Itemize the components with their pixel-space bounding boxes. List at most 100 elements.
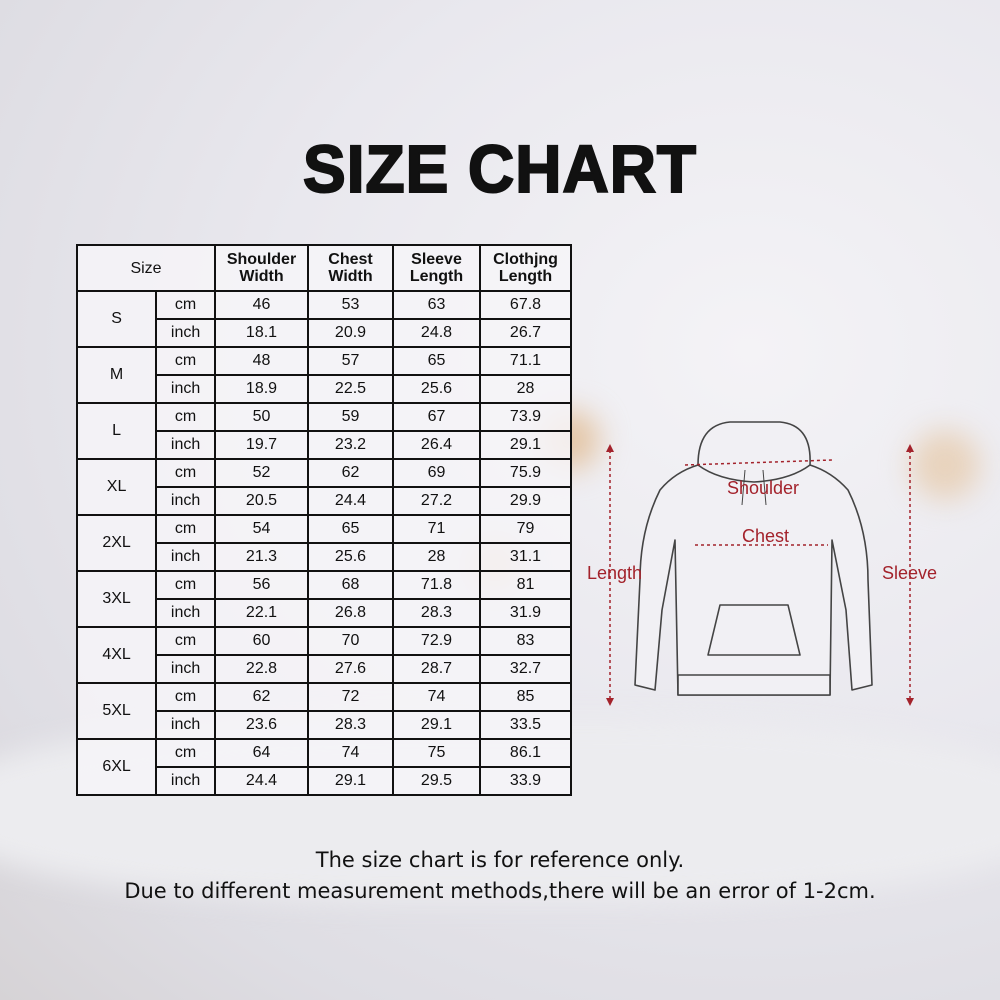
table-row: inch 18.1 20.9 24.8 26.7: [77, 318, 572, 348]
header-line: Width: [239, 268, 284, 285]
header-line: Width: [328, 268, 373, 285]
value-cell: 25.6: [392, 374, 481, 404]
value-cell: 24.8: [392, 318, 481, 348]
unit-cell: cm: [155, 626, 216, 656]
header-clothing-length: Clothjng Length: [479, 244, 572, 292]
value-cell: 19.7: [214, 430, 309, 460]
arrow-icon: [606, 698, 614, 706]
value-cell: 20.9: [307, 318, 394, 348]
value-cell: 27.2: [392, 486, 481, 516]
hoodie-pocket: [707, 604, 801, 656]
value-cell: 53: [307, 290, 394, 320]
unit-cell: cm: [155, 346, 216, 376]
value-cell: 28: [392, 542, 481, 572]
header-line: Length: [498, 268, 553, 285]
value-cell: 73.9: [479, 402, 572, 432]
header-line: Clothjng: [493, 251, 558, 268]
header-line: Shoulder: [226, 251, 297, 268]
value-cell: 75: [392, 738, 481, 768]
table-row: inch 22.1 26.8 28.3 31.9: [77, 598, 572, 628]
value-cell: 26.7: [479, 318, 572, 348]
table-row: inch 18.9 22.5 25.6 28: [77, 374, 572, 404]
unit-cell: inch: [155, 430, 216, 460]
arrow-icon: [606, 444, 614, 452]
unit-cell: inch: [155, 766, 216, 796]
header-shoulder-width: Shoulder Width: [214, 244, 309, 292]
header-chest-width: Chest Width: [307, 244, 394, 292]
value-cell: 71.1: [479, 346, 572, 376]
hoodie-body: [634, 464, 873, 696]
value-cell: 27.6: [307, 654, 394, 684]
hoodie-diagram: [606, 421, 914, 706]
size-cell: S: [75, 290, 158, 348]
table-row: inch 22.8 27.6 28.7 32.7: [77, 654, 572, 684]
value-cell: 28: [479, 374, 572, 404]
value-cell: 59: [307, 402, 394, 432]
hoodie-hood: [697, 421, 811, 483]
header-line: Sleeve: [411, 251, 462, 268]
value-cell: 56: [214, 570, 309, 600]
unit-cell: cm: [155, 458, 216, 488]
unit-cell: cm: [155, 402, 216, 432]
value-cell: 71.8: [392, 570, 481, 600]
table-row: 3XL cm 56 68 71.8 81: [75, 570, 572, 628]
value-cell: 20.5: [214, 486, 309, 516]
value-cell: 50: [214, 402, 309, 432]
reference-note: The size chart is for reference only.: [315, 848, 685, 872]
value-cell: 67: [392, 402, 481, 432]
size-cell: 6XL: [75, 738, 158, 796]
arrow-icon: [906, 444, 914, 452]
unit-cell: cm: [155, 290, 216, 320]
value-cell: 74: [392, 682, 481, 712]
value-cell: 57: [307, 346, 394, 376]
value-cell: 65: [307, 514, 394, 544]
value-cell: 26.4: [392, 430, 481, 460]
table-row: inch 24.4 29.1 29.5 33.9: [77, 766, 572, 796]
value-cell: 69: [392, 458, 481, 488]
error-note: Due to different measurement methods,the…: [124, 879, 876, 903]
header-size: Size: [76, 244, 216, 292]
table-row: XL cm 52 62 69 75.9: [75, 458, 572, 516]
drawstring: [741, 469, 746, 506]
value-cell: 25.6: [307, 542, 394, 572]
table-header-row: Size Shoulder Width Chest Width Sleeve Leng…: [76, 244, 572, 292]
unit-cell: inch: [155, 318, 216, 348]
table-row: 2XL cm 54 65 71 79: [75, 514, 572, 572]
size-cell: XL: [75, 458, 158, 516]
unit-cell: inch: [155, 486, 216, 516]
value-cell: 24.4: [214, 766, 309, 796]
table-row: 4XL cm 60 70 72.9 83: [75, 626, 572, 684]
value-cell: 70: [307, 626, 394, 656]
value-cell: 22.5: [307, 374, 394, 404]
value-cell: 29.1: [307, 766, 394, 796]
value-cell: 29.1: [479, 430, 572, 460]
value-cell: 67.8: [479, 290, 572, 320]
page-title: SIZE CHART: [302, 130, 697, 208]
size-cell: M: [75, 346, 158, 404]
unit-cell: inch: [155, 542, 216, 572]
header-line: Length: [409, 268, 464, 285]
size-cell: L: [75, 402, 158, 460]
unit-cell: cm: [155, 682, 216, 712]
sleeve-label: Sleeve: [882, 563, 938, 583]
table-row: 6XL cm 64 74 75 86.1: [75, 738, 572, 796]
value-cell: 85: [479, 682, 572, 712]
value-cell: 64: [214, 738, 309, 768]
size-cell: 2XL: [75, 514, 158, 572]
chest-label: Chest: [742, 526, 790, 546]
value-cell: 81: [479, 570, 572, 600]
value-cell: 28.7: [392, 654, 481, 684]
value-cell: 23.2: [307, 430, 394, 460]
arrow-icon: [906, 698, 914, 706]
value-cell: 21.3: [214, 542, 309, 572]
value-cell: 74: [307, 738, 394, 768]
unit-cell: cm: [155, 570, 216, 600]
value-cell: 48: [214, 346, 309, 376]
value-cell: 18.1: [214, 318, 309, 348]
unit-cell: inch: [155, 598, 216, 628]
unit-cell: inch: [155, 654, 216, 684]
value-cell: 72: [307, 682, 394, 712]
value-cell: 60: [214, 626, 309, 656]
value-cell: 18.9: [214, 374, 309, 404]
value-cell: 22.8: [214, 654, 309, 684]
